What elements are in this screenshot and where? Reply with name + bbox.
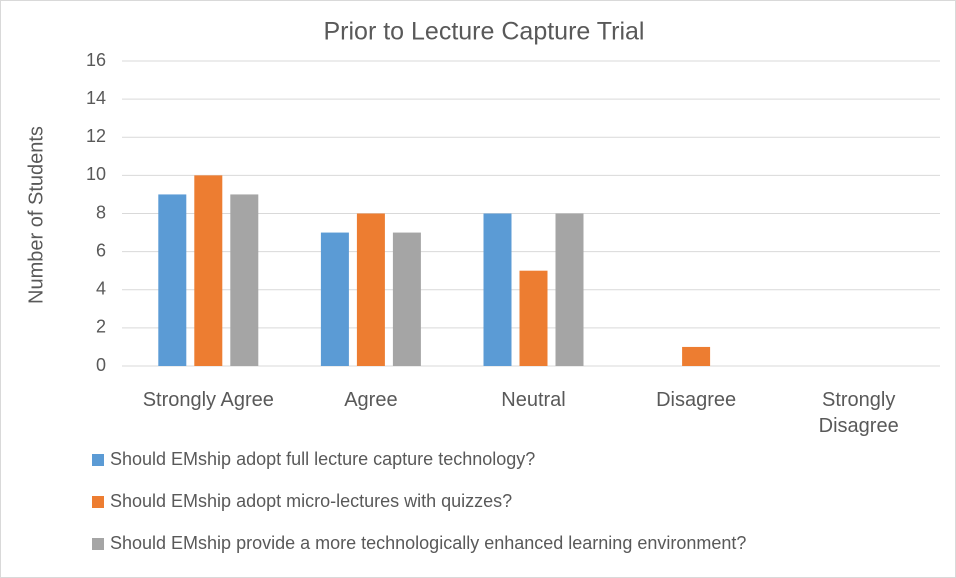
y-tick-label: 6 — [96, 240, 106, 260]
bar — [392, 232, 421, 366]
y-tick-label: 12 — [86, 126, 106, 146]
chart-title: Prior to Lecture Capture Trial — [324, 18, 645, 46]
bar — [194, 175, 223, 366]
x-tick-label: Strongly Agree — [142, 389, 274, 411]
x-tick-label: Strongly Disagree — [818, 389, 899, 437]
bar — [555, 213, 584, 366]
y-axis-label: Number of Students — [25, 126, 47, 304]
x-tick-label: Disagree — [656, 389, 737, 411]
bar — [158, 194, 187, 366]
y-tick-label: 4 — [96, 279, 106, 299]
legend-swatch — [92, 496, 104, 508]
bar — [356, 213, 385, 366]
y-tick-label: 10 — [86, 164, 106, 184]
x-tick-label: Neutral — [501, 389, 566, 411]
y-tick-label: 0 — [96, 355, 106, 375]
legend-label: Should EMship provide a more technologic… — [110, 533, 746, 553]
bar — [682, 346, 711, 366]
x-tick-label: Agree — [344, 389, 398, 411]
legend-swatch — [92, 538, 104, 550]
y-tick-label: 2 — [96, 317, 106, 337]
bar — [230, 194, 259, 366]
legend-swatch — [92, 454, 104, 466]
legend-label: Should EMship adopt full lecture capture… — [110, 449, 535, 469]
y-tick-label: 14 — [86, 88, 106, 108]
bar — [519, 270, 548, 366]
y-tick-label: 8 — [96, 202, 106, 222]
legend-label: Should EMship adopt micro-lectures with … — [110, 491, 512, 511]
bar — [320, 232, 349, 366]
y-tick-label: 16 — [86, 50, 106, 70]
bar — [483, 213, 512, 366]
